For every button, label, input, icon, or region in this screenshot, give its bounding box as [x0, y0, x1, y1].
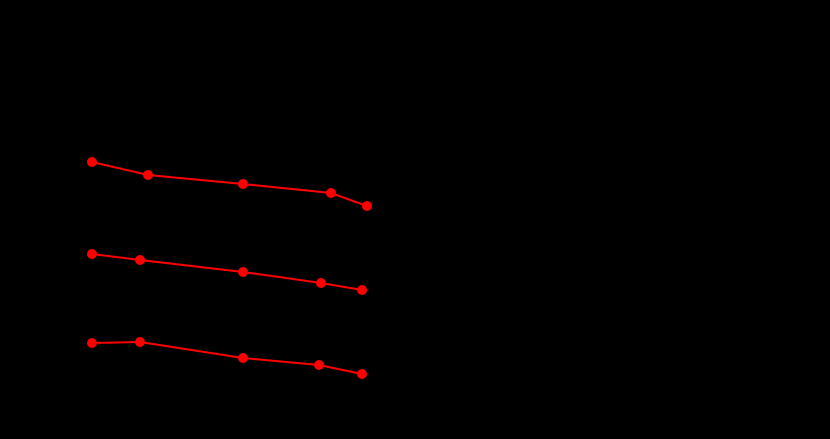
data-point-marker: [87, 338, 97, 348]
line-series-2: [87, 249, 367, 295]
data-point-marker: [87, 157, 97, 167]
data-point-marker: [357, 285, 367, 295]
data-point-marker: [238, 353, 248, 363]
data-point-marker: [135, 337, 145, 347]
data-point-marker: [238, 267, 248, 277]
series-line: [91, 161, 368, 207]
data-point-marker: [135, 255, 145, 265]
data-point-marker: [316, 278, 326, 288]
data-point-marker: [143, 170, 153, 180]
line-series-3: [87, 337, 367, 379]
data-point-marker: [314, 360, 324, 370]
data-point-marker: [326, 188, 336, 198]
data-point-marker: [362, 201, 372, 211]
line-series-1: [87, 157, 372, 211]
data-point-marker: [87, 249, 97, 259]
data-point-marker: [238, 179, 248, 189]
data-point-marker: [357, 369, 367, 379]
